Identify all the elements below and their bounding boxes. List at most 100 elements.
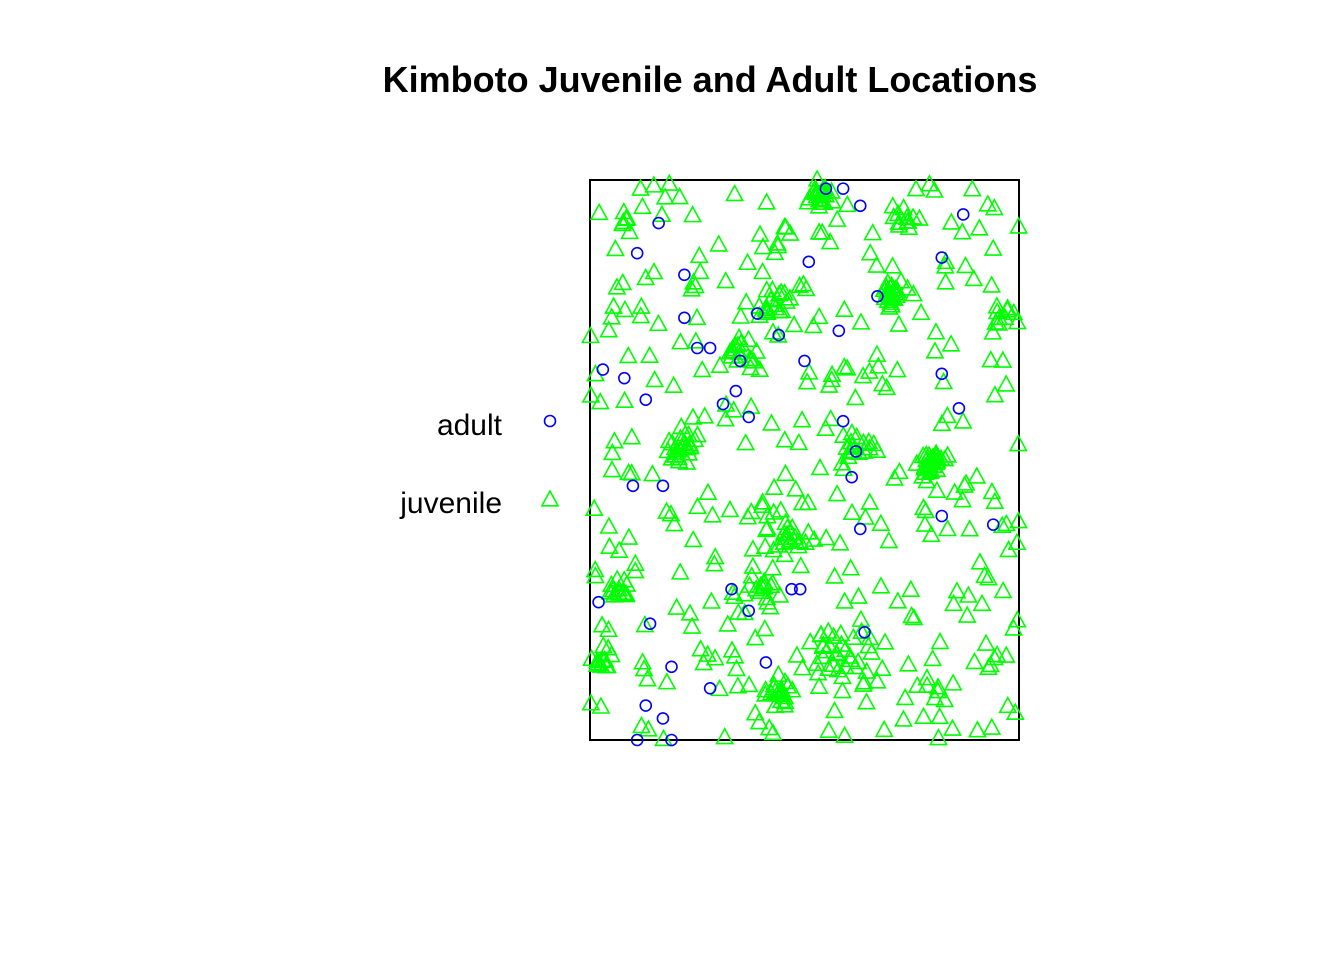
data-point-juvenile: [809, 676, 829, 694]
data-point-juvenile: [851, 609, 871, 627]
data-point-juvenile: [768, 664, 788, 682]
data-point-juvenile: [762, 413, 781, 431]
data-point-juvenile: [904, 607, 924, 626]
data-point-juvenile: [643, 464, 662, 482]
data-point-juvenile: [927, 480, 947, 498]
data-point-juvenile: [982, 275, 1002, 293]
data-point-juvenile: [845, 657, 865, 675]
data-point-juvenile: [978, 194, 998, 212]
data-point-juvenile: [703, 505, 723, 523]
data-point-juvenile: [853, 432, 873, 450]
data-point-juvenile: [735, 602, 755, 621]
data-point-juvenile: [989, 313, 1009, 331]
data-point-adult: [729, 384, 743, 398]
data-point-juvenile: [622, 463, 642, 481]
data-point-juvenile: [910, 208, 929, 226]
data-point-juvenile: [830, 533, 850, 551]
data-point-juvenile: [764, 678, 783, 696]
data-point-juvenile: [874, 719, 894, 738]
data-point-juvenile: [875, 287, 895, 306]
data-point-juvenile: [818, 658, 838, 676]
data-point-juvenile: [631, 306, 651, 324]
data-point-juvenile: [925, 688, 945, 706]
data-point-juvenile: [1004, 302, 1024, 321]
data-point-juvenile: [718, 614, 738, 632]
data-point-juvenile: [615, 299, 635, 318]
data-point-juvenile: [955, 475, 974, 493]
legend-label-juvenile: juvenile: [399, 487, 502, 520]
data-point-juvenile: [792, 410, 812, 428]
data-point-adult: [751, 307, 764, 320]
plot-box: [589, 179, 1020, 741]
data-point-juvenile: [750, 305, 770, 323]
data-point-juvenile: [822, 181, 841, 199]
data-point-juvenile: [859, 361, 879, 379]
data-point-juvenile: [967, 466, 987, 484]
data-point-juvenile: [667, 597, 687, 615]
data-point-juvenile: [917, 668, 937, 686]
data-point-juvenile: [799, 362, 819, 380]
data-point-juvenile: [874, 279, 894, 297]
data-point-juvenile: [725, 183, 745, 202]
data-point-juvenile: [860, 243, 880, 261]
data-point-juvenile: [998, 695, 1018, 714]
data-point-juvenile: [925, 180, 944, 198]
data-point-juvenile: [935, 256, 955, 274]
data-point-juvenile: [944, 593, 964, 612]
data-point-juvenile: [599, 320, 619, 338]
data-point-juvenile: [753, 261, 773, 280]
data-point-juvenile: [819, 720, 839, 738]
data-point-juvenile: [716, 394, 736, 412]
data-point-juvenile: [753, 492, 773, 510]
data-point-juvenile: [1004, 618, 1024, 636]
data-point-juvenile: [590, 392, 610, 410]
data-point-juvenile: [625, 553, 645, 571]
data-point-adult: [871, 290, 884, 303]
data-point-juvenile: [797, 372, 817, 390]
data-point-juvenile: [751, 575, 771, 593]
data-point-juvenile: [617, 574, 637, 592]
data-point-adult: [656, 479, 670, 493]
data-point-juvenile: [898, 654, 918, 672]
data-point-juvenile: [813, 635, 833, 653]
legend-label-adult: adult: [437, 409, 503, 442]
data-point-juvenile: [591, 696, 611, 714]
data-point-juvenile: [664, 514, 684, 532]
data-point-juvenile: [957, 605, 977, 623]
data-point-juvenile: [753, 237, 773, 255]
data-point-juvenile: [743, 556, 763, 574]
data-point-adult: [802, 255, 816, 269]
data-point-juvenile: [722, 640, 742, 658]
data-point-juvenile: [872, 374, 892, 392]
data-point-juvenile: [757, 587, 777, 606]
data-point-juvenile: [631, 296, 651, 314]
data-point-juvenile: [907, 675, 927, 694]
data-point-juvenile: [768, 325, 788, 343]
data-point-juvenile: [792, 493, 812, 511]
data-point-juvenile: [769, 284, 789, 302]
data-point-juvenile: [749, 712, 769, 730]
data-point-juvenile: [775, 691, 795, 710]
data-point-juvenile: [775, 544, 795, 563]
data-point-adult: [836, 182, 850, 195]
data-point-juvenile: [996, 513, 1016, 532]
data-point-juvenile: [736, 433, 756, 451]
data-point-juvenile: [820, 232, 840, 250]
data-point-juvenile: [581, 693, 601, 711]
data-point-juvenile: [602, 460, 622, 478]
data-point-adult: [678, 268, 691, 282]
data-point-juvenile: [617, 208, 637, 226]
data-point-juvenile: [911, 302, 931, 321]
data-point-juvenile: [780, 223, 800, 241]
data-point-juvenile: [682, 616, 702, 634]
data-point-adult: [665, 660, 678, 674]
data-point-juvenile: [984, 197, 1004, 216]
data-point-juvenile: [983, 322, 1003, 340]
data-point-juvenile: [1007, 532, 1027, 551]
data-point-juvenile: [705, 547, 725, 565]
data-point-juvenile: [609, 579, 629, 597]
data-point-juvenile: [915, 458, 935, 476]
data-point-juvenile: [936, 251, 956, 270]
data-point-juvenile: [787, 645, 807, 663]
